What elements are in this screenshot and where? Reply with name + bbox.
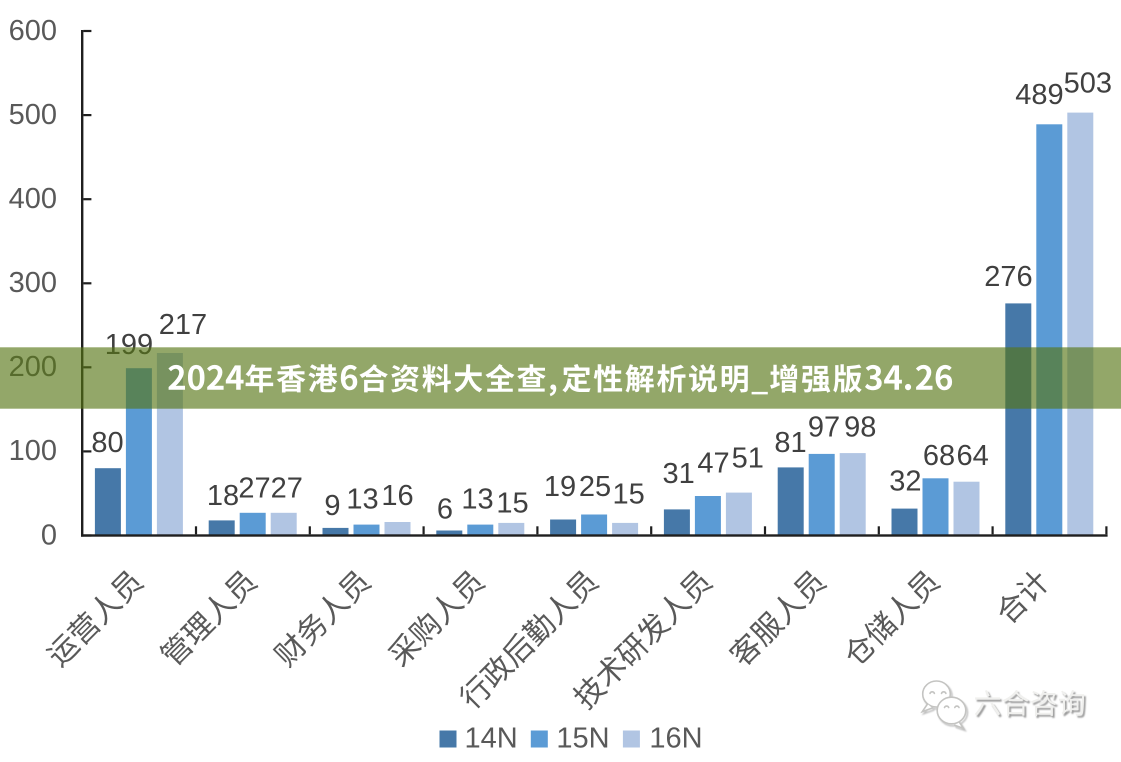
svg-text:400: 400 [9,183,57,215]
svg-text:9: 9 [324,490,340,522]
svg-text:25: 25 [579,471,611,503]
svg-text:15: 15 [612,479,644,511]
svg-text:13: 13 [461,484,493,516]
svg-text:14N: 14N [465,722,518,754]
svg-text:100: 100 [9,435,57,467]
svg-text:31: 31 [662,458,694,490]
svg-text:503: 503 [1064,68,1112,100]
svg-text:489: 489 [1015,79,1063,111]
svg-text:15: 15 [496,488,528,520]
svg-text:97: 97 [808,411,840,443]
svg-text:15N: 15N [556,722,609,754]
svg-text:300: 300 [9,267,57,299]
svg-text:6: 6 [437,494,453,526]
svg-text:80: 80 [91,427,123,459]
svg-text:500: 500 [9,99,57,131]
svg-text:51: 51 [732,442,764,474]
svg-text:27: 27 [238,473,270,505]
svg-text:217: 217 [159,309,207,341]
svg-text:19: 19 [544,471,576,503]
svg-text:13: 13 [346,484,378,516]
svg-text:68: 68 [923,440,955,472]
svg-text:47: 47 [697,448,729,480]
svg-text:64: 64 [956,440,988,472]
svg-text:600: 600 [9,15,57,47]
svg-text:98: 98 [844,411,876,443]
svg-text:276: 276 [984,261,1032,293]
svg-text:16: 16 [381,480,413,512]
svg-text:16N: 16N [649,722,702,754]
svg-text:0: 0 [41,519,57,551]
svg-text:18: 18 [207,480,239,512]
svg-text:27: 27 [271,473,303,505]
svg-text:81: 81 [774,427,806,459]
svg-text:32: 32 [889,466,921,498]
